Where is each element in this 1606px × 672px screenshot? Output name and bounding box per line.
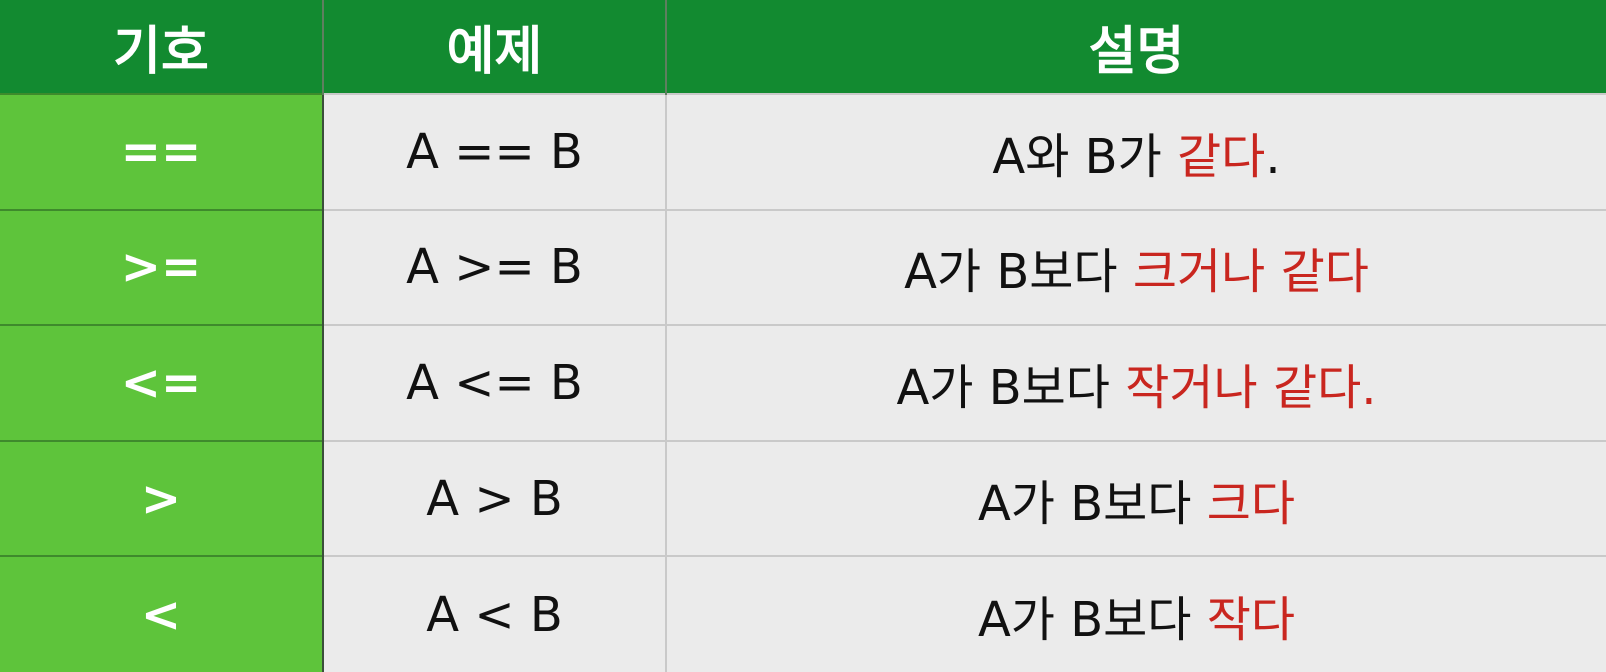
example-cell: A < B bbox=[323, 555, 667, 672]
description-cell: A가 B보다 작거나 같다. bbox=[666, 324, 1606, 441]
description-text: A가 B보다 bbox=[977, 591, 1207, 648]
symbol-cell: >= bbox=[0, 208, 324, 326]
example-cell: A > B bbox=[323, 439, 667, 557]
description-cell: A가 B보다 작다 bbox=[666, 555, 1606, 672]
description-cell: A와 B가 같다. bbox=[666, 93, 1606, 210]
table-row: >= A >= B A가 B보다 크거나 같다 bbox=[0, 208, 1606, 326]
table-header-row: 기호 예제 설명 bbox=[0, 0, 1606, 94]
description-highlight: 작거나 같다. bbox=[1125, 359, 1377, 416]
description-highlight: 작다 bbox=[1206, 591, 1296, 648]
description-cell: A가 B보다 크거나 같다 bbox=[666, 208, 1606, 326]
description-text: A가 B보다 bbox=[896, 359, 1126, 416]
description-text: A가 B보다 bbox=[904, 244, 1133, 301]
example-cell: A >= B bbox=[323, 208, 667, 326]
symbol-cell: <= bbox=[0, 324, 324, 441]
description-cell: A가 B보다 크다 bbox=[666, 439, 1606, 557]
symbol-cell: == bbox=[0, 93, 324, 210]
table-row: > A > B A가 B보다 크다 bbox=[0, 439, 1606, 557]
table-row: <= A <= B A가 B보다 작거나 같다. bbox=[0, 324, 1606, 441]
description-highlight: 같다 bbox=[1177, 128, 1266, 185]
header-description: 설명 bbox=[666, 0, 1606, 94]
description-highlight: 크거나 같다 bbox=[1132, 244, 1369, 301]
description-text: A가 B보다 bbox=[977, 475, 1207, 532]
description-highlight: 크다 bbox=[1206, 475, 1296, 532]
symbol-cell: < bbox=[0, 555, 324, 672]
header-example: 예제 bbox=[323, 0, 667, 94]
symbol-cell: > bbox=[0, 439, 324, 557]
description-text: A와 B가 bbox=[992, 128, 1177, 185]
example-cell: A <= B bbox=[323, 324, 667, 441]
header-symbol: 기호 bbox=[0, 0, 324, 94]
table-row: < A < B A가 B보다 작다 bbox=[0, 555, 1606, 672]
description-suffix: . bbox=[1265, 128, 1281, 185]
table-row: == A == B A와 B가 같다. bbox=[0, 93, 1606, 210]
example-cell: A == B bbox=[323, 93, 667, 210]
